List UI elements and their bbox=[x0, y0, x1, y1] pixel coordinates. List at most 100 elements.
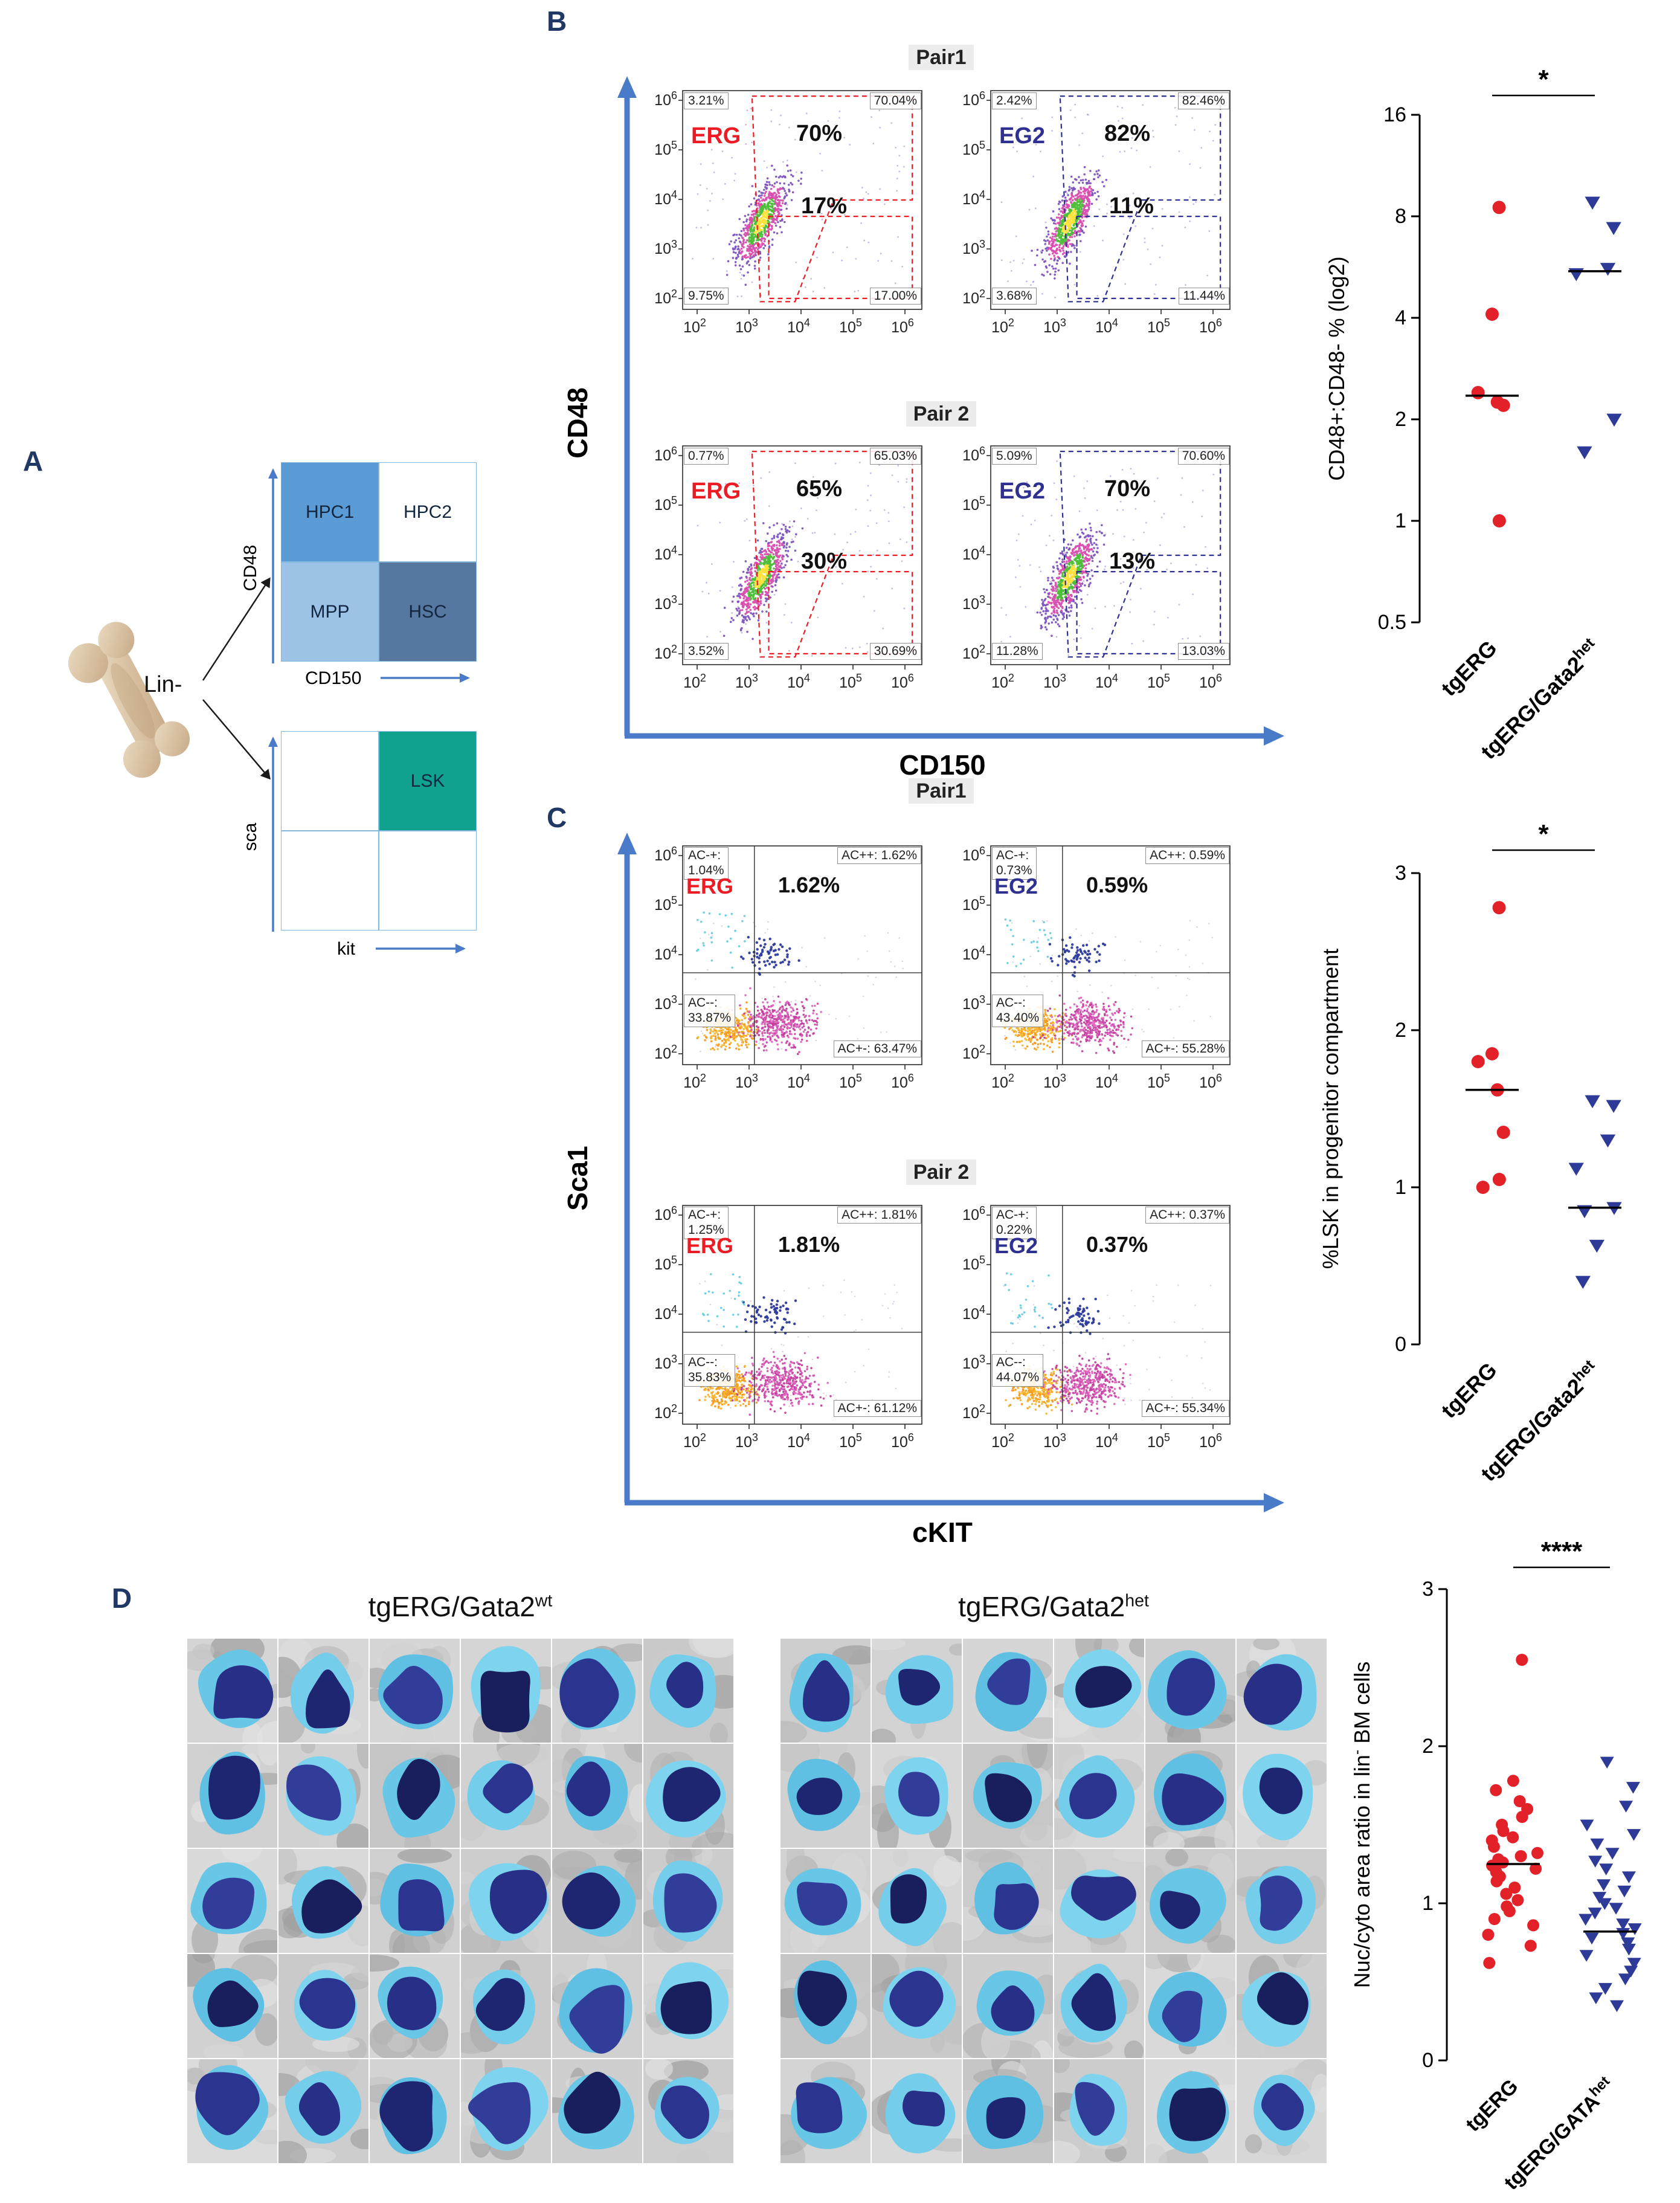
em-grid-wt-title: tgERG/Gata2wt bbox=[368, 1591, 553, 1622]
svg-text:105: 105 bbox=[1147, 1072, 1170, 1091]
flow-b-pair1-eg2: 106 105 104 103 102 102 103 104 105 106 2.42% 82.… bbox=[953, 85, 1237, 344]
svg-text:106: 106 bbox=[962, 845, 985, 864]
population-label: ERG bbox=[691, 479, 741, 504]
quadrant-hpc2: HPC2 bbox=[379, 462, 477, 562]
panelb-pair2-title: Pair 2 bbox=[645, 401, 1237, 427]
panelb-y-arrowhead bbox=[617, 76, 637, 98]
pct-bottom-right: 13.03% bbox=[1177, 643, 1229, 660]
ckit-axis-label: cKIT bbox=[912, 1517, 973, 1548]
em-cell-image bbox=[370, 1849, 460, 1953]
svg-text:102: 102 bbox=[991, 672, 1014, 691]
panelc-x-arrowhead bbox=[1264, 1493, 1284, 1512]
svg-text:106: 106 bbox=[891, 1072, 914, 1091]
em-cell-image bbox=[872, 1954, 962, 2058]
em-cell-image bbox=[643, 1954, 733, 2058]
em-cell-image bbox=[1145, 1954, 1235, 2058]
cd150-axis-label: CD150 bbox=[899, 749, 985, 781]
em-cell-image bbox=[1145, 2059, 1235, 2163]
em-cell-image bbox=[1054, 2059, 1144, 2163]
svg-text:106: 106 bbox=[654, 845, 677, 864]
quadrant-label-top-right: AC++: 0.37% bbox=[1145, 1207, 1229, 1224]
gate-low-percent: 13% bbox=[1109, 549, 1156, 574]
pct-top-left: 3.21% bbox=[684, 92, 729, 109]
em-cell-image bbox=[1237, 1744, 1327, 1848]
em-cell-image bbox=[461, 2059, 551, 2163]
svg-text:2: 2 bbox=[1395, 408, 1406, 431]
em-cell-image bbox=[552, 2059, 642, 2163]
pct-bottom-right: 11.44% bbox=[1179, 288, 1229, 305]
svg-text:4: 4 bbox=[1395, 306, 1406, 329]
quadrant-label-top-right: AC++: 1.62% bbox=[837, 847, 921, 864]
em-cell-image bbox=[643, 2059, 733, 2163]
svg-text:104: 104 bbox=[787, 1072, 810, 1091]
quadrant-empty-tl bbox=[281, 731, 379, 831]
em-cell-image bbox=[1054, 1849, 1144, 1953]
svg-text:104: 104 bbox=[962, 944, 985, 963]
em-cell-image bbox=[187, 1744, 277, 1848]
panel-c-label: C bbox=[547, 802, 567, 833]
em-cell-image bbox=[872, 1744, 962, 1848]
pair1-title-text: Pair1 bbox=[909, 45, 974, 70]
svg-text:104: 104 bbox=[1095, 672, 1118, 691]
flow-c-pair2-eg2: 106 105 104 103 102 102 103 104 105 106 AC-+: 0.22… bbox=[953, 1199, 1237, 1459]
svg-text:106: 106 bbox=[891, 672, 914, 691]
em-cell-image bbox=[1145, 1639, 1235, 1743]
em-cell-image bbox=[1237, 2059, 1327, 2163]
em-cell-image bbox=[461, 1744, 551, 1848]
scatter-nuc-cyto-ratio: 0 1 2 3 Nuc/cyto area ratio in lin- BM cells… bbox=[1332, 1529, 1680, 2203]
em-cell-image bbox=[370, 1744, 460, 1848]
gate-main-percent: 70% bbox=[1104, 476, 1151, 502]
gate-low-percent: 11% bbox=[1109, 193, 1154, 219]
quadrant-empty-br bbox=[379, 831, 477, 931]
ac-neg-neg-label: AC--: bbox=[688, 996, 718, 1010]
ac-neg-pos-value: 0.22% bbox=[996, 1222, 1032, 1237]
em-cell-image bbox=[552, 1954, 642, 2058]
sca-kit-quadrant-grid: LSK bbox=[281, 731, 477, 931]
svg-text:105: 105 bbox=[1147, 672, 1170, 691]
em-cell-image bbox=[187, 1954, 277, 2058]
quadrant-label-bottom-left: AC--: 44.07% bbox=[992, 1354, 1044, 1387]
em-cell-image bbox=[872, 1639, 962, 1743]
lsk-percent: 0.37% bbox=[1086, 1232, 1148, 1257]
svg-text:1: 1 bbox=[1395, 509, 1406, 532]
svg-text:CD48+:CD48- % (log2): CD48+:CD48- % (log2) bbox=[1324, 256, 1349, 480]
em-cell-image bbox=[780, 1639, 871, 1743]
ac-neg-pos-value: 1.25% bbox=[688, 1222, 724, 1237]
pct-bottom-right: 17.00% bbox=[869, 288, 921, 305]
em-cell-image bbox=[552, 1849, 642, 1953]
em-cell-image bbox=[278, 1744, 369, 1848]
flow-b-pair2-erg: 106 105 104 103 102 102 103 104 105 106 0.77% 65.… bbox=[645, 440, 929, 700]
em-cell-image bbox=[187, 1849, 277, 1953]
quadrant-label-bottom-left: AC--: 43.40% bbox=[992, 995, 1044, 1027]
svg-text:104: 104 bbox=[654, 189, 677, 208]
em-cell-image bbox=[278, 1849, 369, 1953]
pct-top-right: 82.46% bbox=[1177, 92, 1229, 109]
svg-text:103: 103 bbox=[962, 238, 985, 257]
svg-text:106: 106 bbox=[654, 89, 677, 109]
em-cell-image bbox=[872, 1849, 962, 1953]
scatter-lsk-percent: 0 1 2 3 %LSK in progenitor compartment * tgERG… bbox=[1293, 813, 1679, 1511]
svg-text:104: 104 bbox=[654, 944, 677, 963]
svg-text:102: 102 bbox=[654, 288, 677, 307]
em-cell-image bbox=[780, 2059, 871, 2163]
svg-text:106: 106 bbox=[1199, 1072, 1222, 1091]
svg-text:104: 104 bbox=[962, 544, 985, 563]
svg-text:106: 106 bbox=[962, 445, 985, 464]
svg-text:104: 104 bbox=[962, 189, 985, 208]
population-label: EG2 bbox=[999, 123, 1046, 149]
em-cell-image bbox=[780, 1744, 871, 1848]
em-cell-image bbox=[1145, 1744, 1235, 1848]
svg-text:104: 104 bbox=[787, 672, 810, 691]
svg-text:106: 106 bbox=[1199, 317, 1222, 336]
em-cell-image bbox=[1237, 1954, 1327, 2058]
ac-neg-pos-label: AC-+: bbox=[996, 848, 1029, 862]
em-cell-image bbox=[643, 1849, 733, 1953]
em-cell-image bbox=[872, 2059, 962, 2163]
em-cell-image bbox=[278, 1954, 369, 2058]
pct-top-left: 2.42% bbox=[992, 92, 1037, 109]
em-cell-image bbox=[1145, 1849, 1235, 1953]
svg-text:103: 103 bbox=[735, 1072, 758, 1091]
em-cell-image bbox=[278, 2059, 369, 2163]
panelc-pair1-title: Pair1 bbox=[645, 778, 1237, 804]
